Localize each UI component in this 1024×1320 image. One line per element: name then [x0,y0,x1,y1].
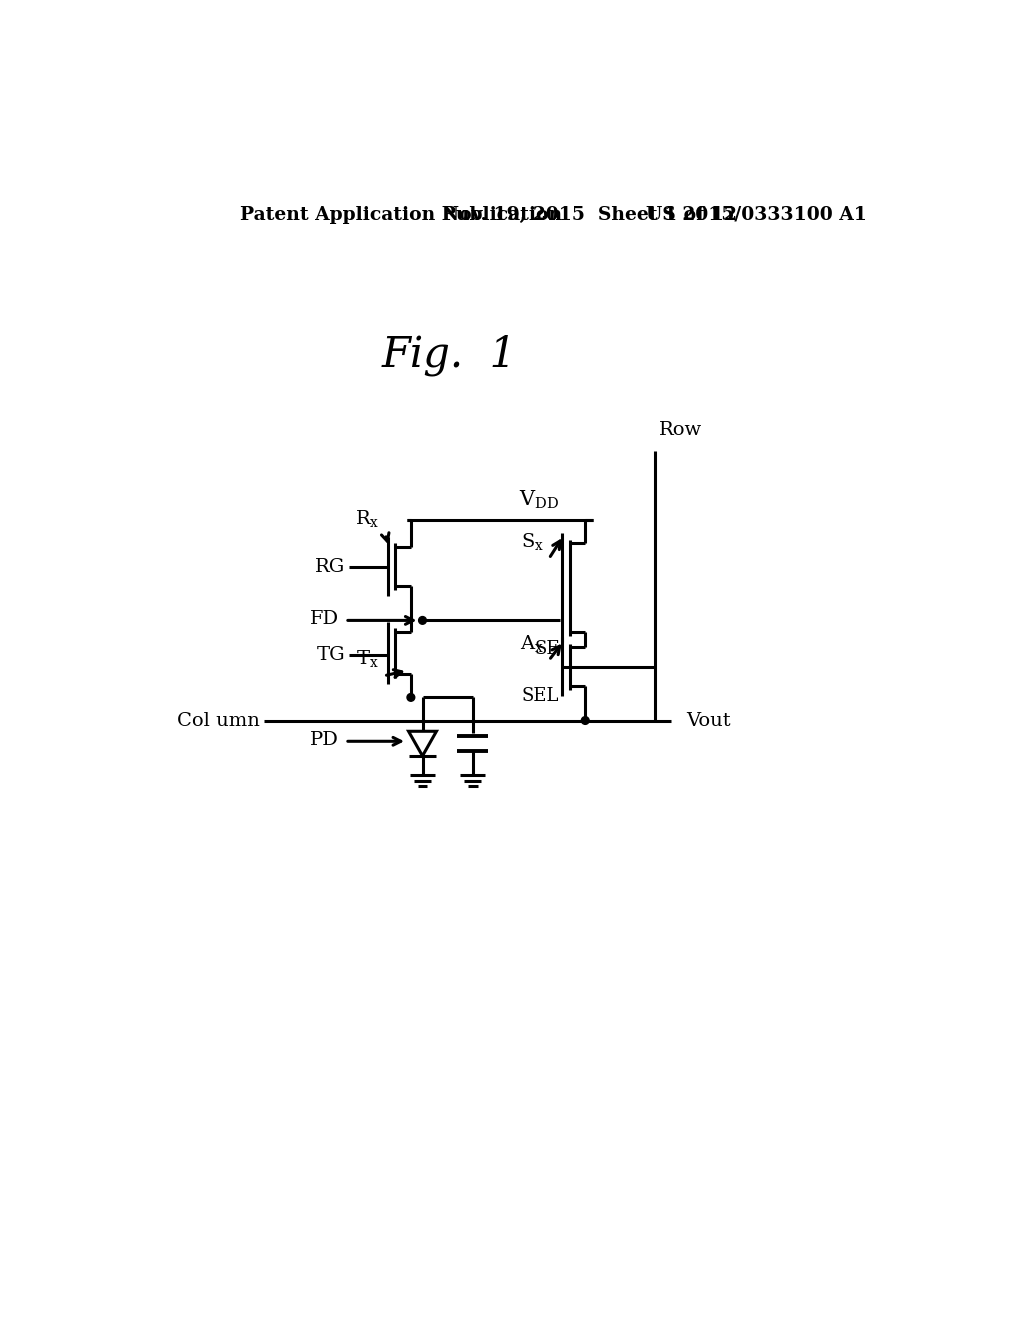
Text: SF: SF [535,640,559,657]
Circle shape [407,693,415,701]
Text: US 2015/0333100 A1: US 2015/0333100 A1 [646,206,866,223]
Text: Vout: Vout [686,711,731,730]
Text: T$_\mathregular{x}$: T$_\mathregular{x}$ [355,649,378,671]
Text: FD: FD [309,610,339,628]
Text: Patent Application Publication: Patent Application Publication [241,206,562,223]
Text: $\mathregular{V_{DD}}$: $\mathregular{V_{DD}}$ [519,488,559,511]
Circle shape [419,616,426,624]
Text: RG: RG [314,557,345,576]
Circle shape [582,717,589,725]
Text: R$_\mathregular{x}$: R$_\mathregular{x}$ [355,508,380,529]
Text: TG: TG [316,645,345,664]
Text: Row: Row [658,421,702,440]
Text: PD: PD [310,731,339,748]
Text: Col umn: Col umn [177,711,260,730]
Text: Fig.  1: Fig. 1 [382,334,517,376]
Text: SEL: SEL [521,688,559,705]
Text: Nov. 19, 2015  Sheet 1 of 12: Nov. 19, 2015 Sheet 1 of 12 [442,206,736,223]
Text: A$_\mathregular{x}$: A$_\mathregular{x}$ [520,634,544,655]
Text: S$_\mathregular{x}$: S$_\mathregular{x}$ [521,532,544,553]
